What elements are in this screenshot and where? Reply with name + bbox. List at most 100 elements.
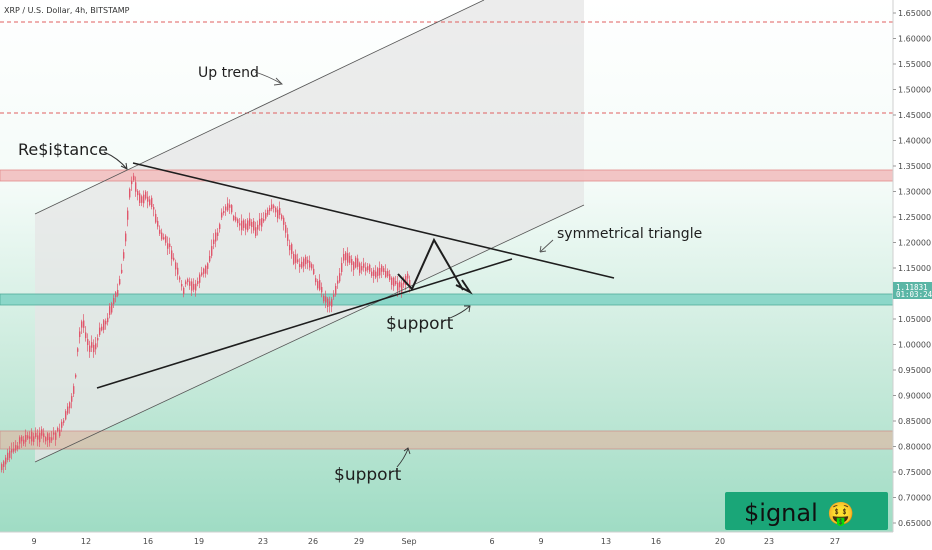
candle-body (167, 243, 169, 249)
candle-body (67, 406, 69, 414)
candle-body (229, 204, 231, 208)
candle-body (189, 281, 191, 286)
candle-body (401, 283, 403, 293)
candle-body (31, 431, 33, 442)
candle-body (337, 280, 339, 284)
candle-body (245, 223, 247, 230)
candle-body (65, 411, 67, 420)
candle-body (177, 267, 179, 275)
candle-body (349, 255, 351, 263)
candle-body (15, 445, 17, 451)
candle-body (221, 212, 223, 218)
candle-body (113, 298, 115, 304)
price-tick-label: 0.80000 (898, 443, 931, 452)
candle-body (323, 295, 325, 302)
candle-body (261, 217, 263, 227)
candle-body (117, 289, 119, 296)
candle-body (99, 327, 101, 335)
candle-body (135, 182, 137, 192)
candle-body (71, 396, 73, 402)
candle-body (35, 432, 37, 437)
candle-body (89, 345, 91, 352)
candle-body (395, 280, 397, 285)
candle-body (391, 277, 393, 285)
time-axis-panel[interactable] (0, 532, 893, 550)
candle-body (403, 278, 405, 285)
candle-body (213, 239, 215, 245)
candle-body (377, 268, 379, 276)
candle-body (317, 281, 319, 289)
time-tick-label: 29 (354, 537, 364, 546)
current-price-tag: 1.11831 01:03:24 (893, 282, 932, 299)
triangle-upper-line (132, 162, 615, 279)
candle-body (329, 301, 331, 306)
time-tick-label: 16 (651, 537, 661, 546)
candle-body (259, 218, 261, 226)
candle-body (151, 197, 153, 207)
candle-body (123, 252, 125, 259)
candle-body (39, 432, 41, 443)
candle-body (17, 445, 19, 450)
price-axis-panel[interactable] (893, 0, 932, 550)
candle-body (33, 436, 35, 442)
candle-body (365, 267, 367, 272)
support-upper-arrow (449, 305, 471, 319)
time-tick-label: 27 (830, 537, 840, 546)
candle-body (111, 303, 113, 313)
candle-body (77, 348, 79, 352)
candle-body (271, 204, 273, 210)
candle-body (299, 264, 301, 268)
candle-body (145, 191, 147, 199)
candle-body (379, 267, 381, 276)
candle-body (231, 205, 233, 213)
candle-body (109, 306, 111, 315)
candle-body (227, 203, 229, 211)
candle-body (193, 283, 195, 290)
candle-body (191, 281, 193, 291)
candle-body (163, 237, 165, 240)
candle-body (201, 272, 203, 276)
time-tick-label: 26 (308, 537, 318, 546)
candle-body (363, 263, 365, 268)
candle-body (81, 321, 83, 328)
price-tick-label: 1.15000 (898, 264, 931, 273)
price-tick-label: 0.70000 (898, 494, 931, 503)
candle-body (203, 268, 205, 274)
up-trend-arrow (254, 71, 283, 86)
signal-badge[interactable]: $ignal 🤑 (725, 492, 888, 530)
candle-body (375, 271, 377, 278)
candle-body (289, 244, 291, 251)
symmetrical-triangle-label: symmetrical triangle (557, 226, 702, 242)
candle-body (171, 250, 173, 260)
candle-body (285, 225, 287, 233)
candle-body (263, 219, 265, 222)
candle-body (353, 262, 355, 271)
candle-body (59, 429, 61, 436)
price-axis-ticks: 1.65000 1.60000 1.55000 1.50000 1.45000 1.400… (893, 9, 931, 528)
candle-body (51, 437, 53, 441)
candle-body (147, 196, 149, 202)
triangle-lower-line (96, 258, 513, 389)
time-tick-label: 9 (31, 537, 36, 546)
candle-body (11, 449, 13, 453)
candle-body (25, 434, 27, 442)
channel-lower-line (34, 204, 585, 463)
candle-body (19, 437, 21, 444)
candle-body (183, 287, 185, 295)
projection-zigzag (397, 237, 464, 291)
candle-body (373, 270, 375, 276)
candle-body (27, 435, 29, 439)
candle-body (315, 278, 317, 283)
candle-body (161, 232, 163, 240)
candle-body (53, 432, 55, 435)
candle-body (199, 274, 201, 283)
price-tick-label: 1.65000 (898, 9, 931, 18)
price-tick-label: 1.60000 (898, 35, 931, 44)
candle-body (29, 436, 31, 439)
candle-body (367, 266, 369, 271)
candle-body (309, 261, 311, 268)
price-tick-label: 0.75000 (898, 468, 931, 477)
candle-body (385, 271, 387, 278)
